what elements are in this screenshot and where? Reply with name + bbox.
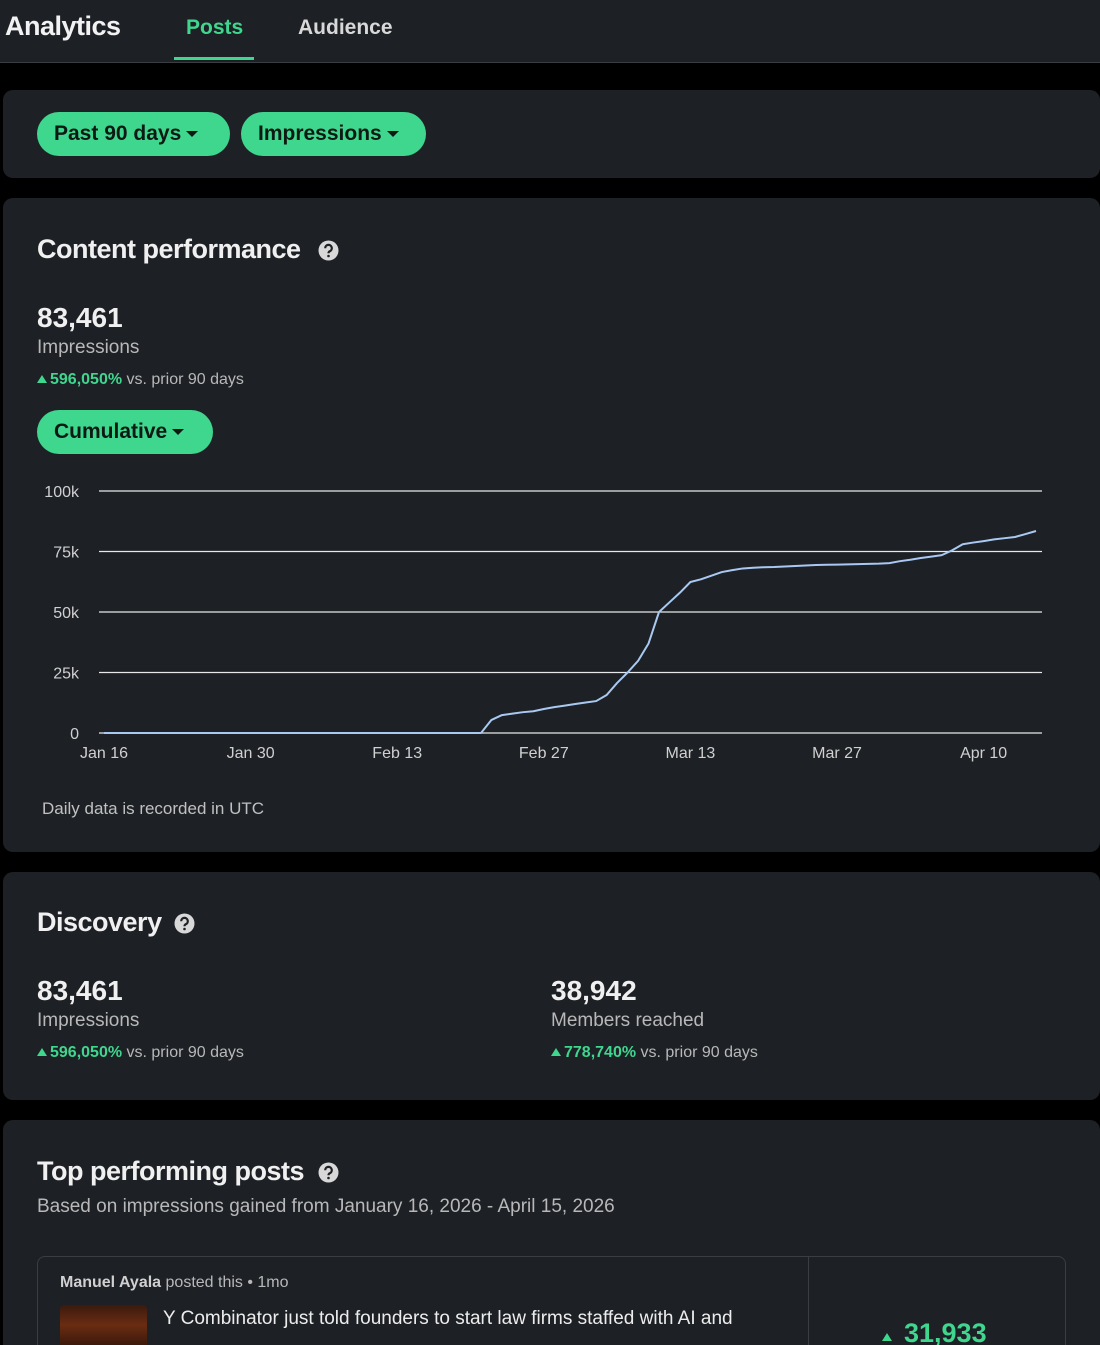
up-arrow <box>882 1333 892 1341</box>
change-value: 778,740% <box>564 1044 637 1061</box>
x-tick-label: Feb 13 <box>372 745 422 762</box>
period-label: Past 90 days <box>54 122 182 145</box>
metric-change: 596,050% vs. prior 90 days <box>37 371 244 389</box>
metric-change: 778,740% vs. prior 90 days <box>551 1044 758 1062</box>
y-tick-label: 0 <box>70 726 79 743</box>
post-meta: Manuel Ayala posted this • 1mo <box>60 1274 289 1292</box>
post-author[interactable]: Manuel Ayala <box>60 1274 162 1291</box>
up-arrow <box>37 1048 47 1056</box>
metric-filter[interactable]: Impressions <box>241 112 426 156</box>
metric-value: 83,461 <box>37 302 123 333</box>
y-tick-label: 25k <box>53 666 80 683</box>
up-arrow <box>551 1048 561 1056</box>
metric-label: Impressions <box>258 122 382 145</box>
caret <box>386 131 399 138</box>
change-value: 596,050% <box>50 1044 123 1061</box>
x-tick-label: Mar 27 <box>812 745 862 762</box>
metric-label: Impressions <box>37 337 140 358</box>
comparison: vs. prior 90 days <box>640 1044 758 1061</box>
post-impressions: 31,933 <box>882 1318 987 1345</box>
metric-value: 38,942 <box>551 975 637 1006</box>
comparison: vs. prior 90 days <box>126 371 244 388</box>
content-card <box>3 198 1100 852</box>
chart-note: Daily data is recorded in UTC <box>42 799 265 818</box>
view-filter[interactable]: Cumulative <box>37 410 213 454</box>
tab-audience[interactable]: Audience <box>298 16 393 39</box>
top-posts-card <box>3 1120 1100 1345</box>
metric-value: 83,461 <box>37 975 123 1006</box>
metric-label: Members reached <box>551 1010 705 1031</box>
help-icon[interactable] <box>318 240 339 261</box>
post-text[interactable]: Y Combinator just told founders to start… <box>163 1308 733 1329</box>
x-tick-label: Jan 30 <box>227 745 275 762</box>
comparison: vs. prior 90 days <box>126 1044 244 1061</box>
post-row[interactable] <box>37 1256 1066 1345</box>
caret <box>186 131 199 138</box>
line <box>104 530 1037 734</box>
x-tick-label: Feb 27 <box>519 745 569 762</box>
metric-label: Impressions <box>37 1010 140 1031</box>
tab-underline <box>174 57 254 60</box>
x-tick-label: Jan 16 <box>80 745 128 762</box>
divider <box>808 1257 809 1345</box>
section-subtitle: Based on impressions gained from January… <box>37 1196 615 1217</box>
section-title: Discovery <box>37 907 162 937</box>
up-arrow <box>37 375 47 383</box>
chart: 0 25k 50k 75k 100k Jan 16 Jan 30 Feb 13 Feb 27 Ma… <box>44 484 1042 762</box>
section-title: Content performance <box>37 234 301 264</box>
y-tick-label: 75k <box>53 545 80 562</box>
help-icon[interactable] <box>318 1162 339 1183</box>
help-icon[interactable] <box>174 913 195 934</box>
y-tick-label: 50k <box>53 605 80 622</box>
tab-posts[interactable]: Posts <box>186 16 244 39</box>
header <box>0 0 1100 63</box>
change-value: 596,050% <box>50 371 123 388</box>
caret <box>172 429 185 436</box>
metric-change: 596,050% vs. prior 90 days <box>37 1044 244 1062</box>
app-title: Analytics <box>5 11 121 41</box>
y-tick-label: 100k <box>44 484 80 501</box>
post-time: posted this • 1mo <box>165 1274 289 1291</box>
x-tick-label: Apr 10 <box>960 745 1007 762</box>
view-label: Cumulative <box>54 420 168 443</box>
post-thumbnail[interactable] <box>60 1305 147 1345</box>
period-filter[interactable]: Past 90 days <box>37 112 230 156</box>
section-title: Top performing posts <box>37 1156 305 1186</box>
impressions-value: 31,933 <box>904 1318 987 1345</box>
x-tick-label: Mar 13 <box>666 745 716 762</box>
discovery-card <box>3 872 1100 1100</box>
